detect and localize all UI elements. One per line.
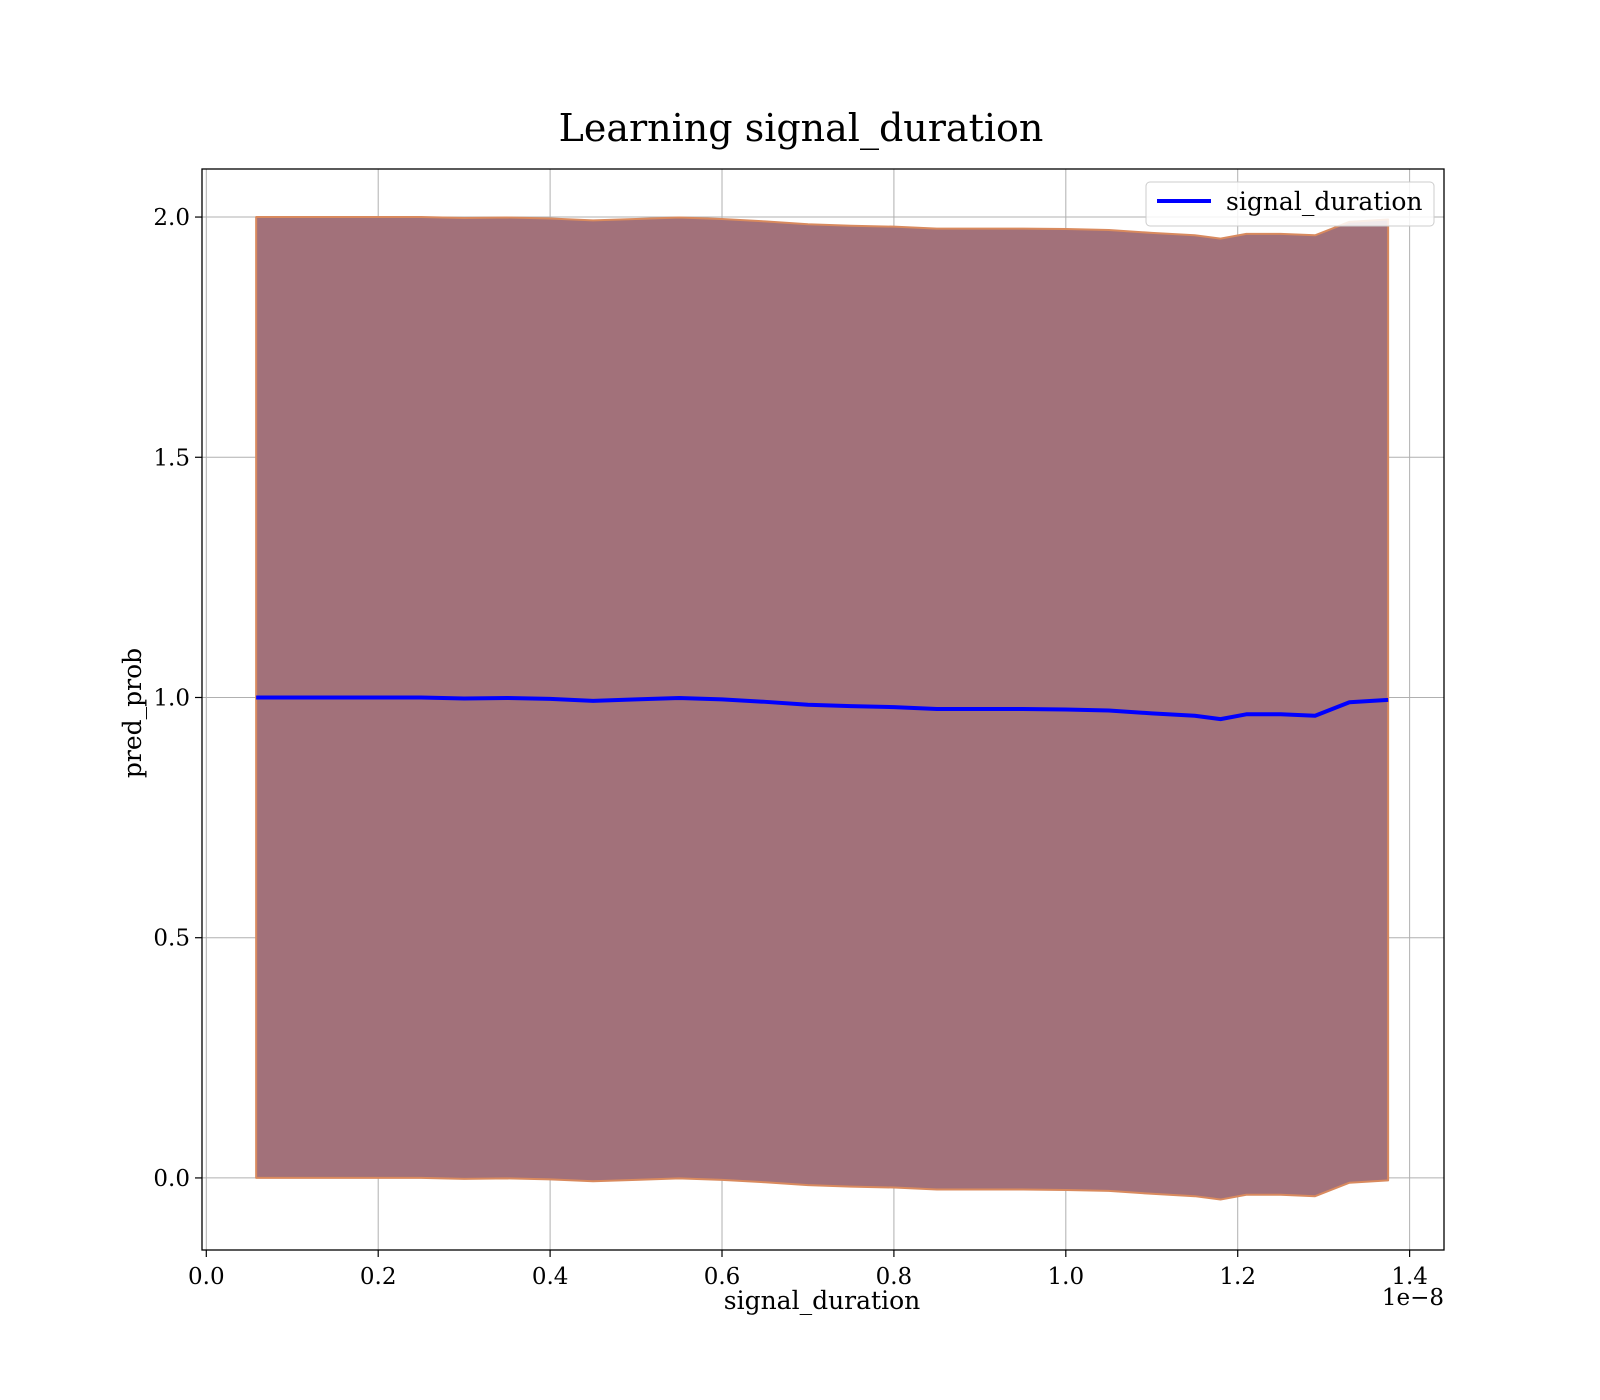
legend-box [1145,181,1435,227]
x-tick-label: 0.4 [532,1264,569,1290]
confidence-band [255,216,1390,1201]
x-tick-label: 1.4 [1391,1264,1428,1290]
x-tick-label: 0.8 [876,1264,913,1290]
series-line [256,695,1389,722]
plot-area: 0.0 0.2 0.4 0.6 0.8 1.0 1.2 1.4 0.0 0.5 1.0 1.5 2.0 s… [153,168,1445,1290]
y-tick-label: 0.5 [153,926,190,952]
x-tick-label: 0.2 [360,1264,397,1290]
x-tick-label: 1.0 [1048,1264,1085,1290]
legend-label: signal_duration [1226,187,1422,216]
y-axis-label: pred_prob [118,648,147,778]
x-tick-label: 1.2 [1219,1264,1256,1290]
x-tick-label: 0.0 [188,1264,225,1290]
y-tick-label: 1.5 [153,445,190,471]
chart-title: Learning signal_duration [559,106,1044,151]
y-tick-label: 0.0 [153,1166,190,1192]
x-axis-offset-text: 1e−8 [1382,1285,1444,1311]
x-axis-label: signal_duration [724,1286,920,1315]
y-tick-label: 1.0 [153,685,190,711]
x-tick-label: 0.6 [704,1264,741,1290]
y-tick-label: 2.0 [153,205,190,231]
plot-frame [201,168,1445,1251]
